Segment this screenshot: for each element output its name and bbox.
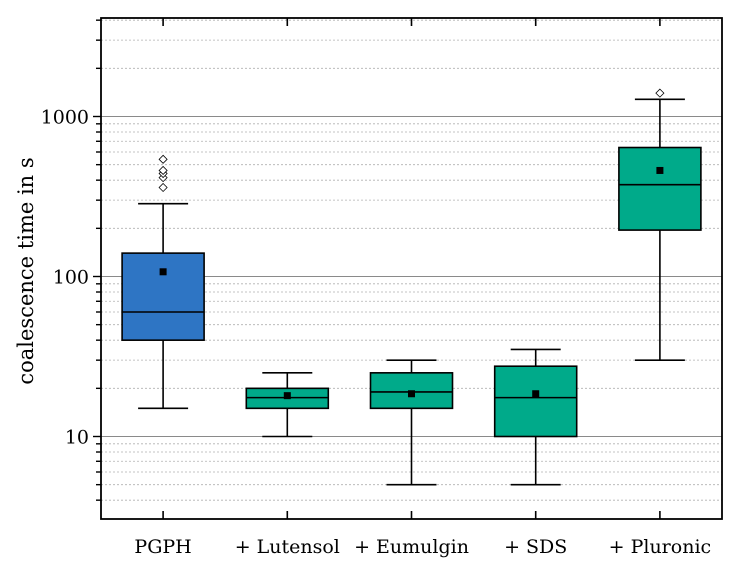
box-group	[618, 88, 702, 361]
box-group	[369, 359, 454, 486]
plot-frame	[100, 17, 723, 520]
iqr-box	[121, 252, 205, 341]
grid-layer	[101, 19, 722, 501]
box-group	[245, 372, 330, 438]
y-tick-label: 1000	[41, 107, 89, 129]
mean-marker	[408, 390, 415, 398]
mean-marker	[283, 392, 291, 400]
x-tick-label: + SDS	[504, 536, 567, 558]
y-tick-label: 100	[53, 267, 89, 289]
x-tick-label: + Lutensol	[235, 536, 340, 558]
iqr-box	[493, 365, 578, 438]
y-axis-title: coalescence time in s	[14, 157, 38, 384]
box-group	[121, 154, 205, 410]
outlier-marker	[655, 88, 665, 98]
x-tick-label: + Eumulgin	[354, 536, 469, 558]
x-tick-label: + Pluronic	[609, 536, 712, 558]
mean-marker	[159, 268, 167, 276]
iqr-box	[618, 146, 702, 231]
y-tick-label: 10	[65, 427, 89, 449]
x-tick-label: PGPH	[134, 536, 191, 558]
mean-marker	[532, 390, 540, 398]
mean-marker	[656, 166, 664, 174]
box-group	[493, 348, 578, 486]
outlier-marker	[158, 182, 168, 193]
box-layer	[121, 88, 702, 486]
outlier-marker	[158, 154, 168, 164]
axis-layer: PGPH + Lutensol + Eumulgin + SDS + Pluronic 1…	[41, 17, 723, 558]
outlier-marker	[158, 165, 168, 176]
